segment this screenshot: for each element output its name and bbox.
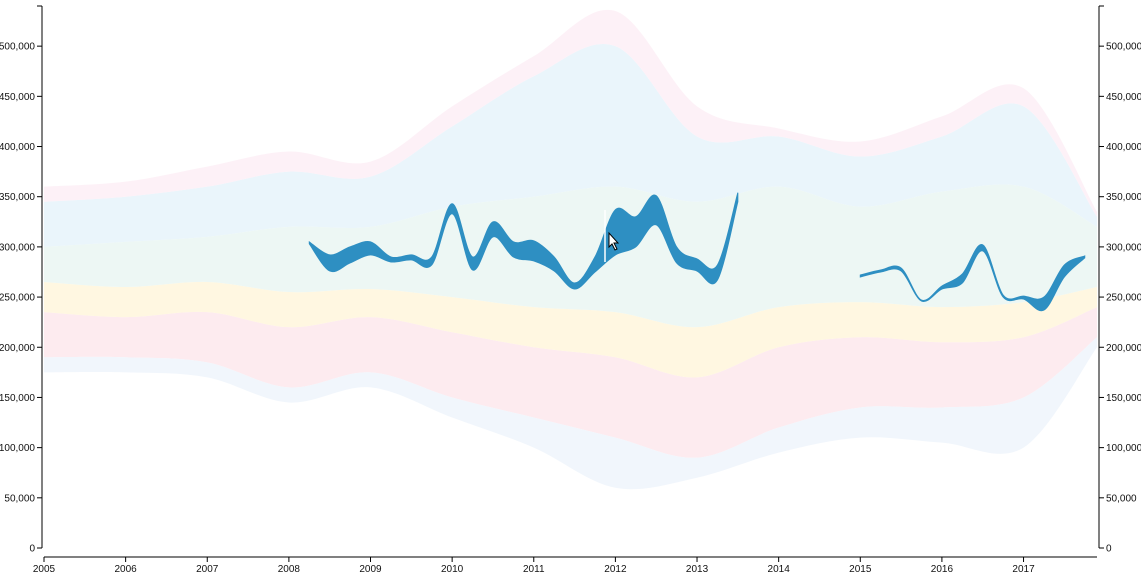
y-tick-label-right-150,000: 150,000 [1106,393,1141,404]
y-tick-label-left-200,000: 200,000 [0,343,35,354]
y-tick-label-right-300,000: 300,000 [1106,242,1141,253]
x-tick-label-2011: 2011 [523,564,545,575]
background-layer-4 [44,184,1097,328]
y-tick-label-right-50,000: 50,000 [1106,493,1137,504]
y-tick-label-right-0: 0 [1106,544,1112,555]
x-tick-label-2013: 2013 [686,564,709,575]
x-tick-label-2012: 2012 [604,564,627,575]
y-tick-label-left-300,000: 300,000 [0,242,35,253]
highlighted-stream-layers[interactable] [308,192,1086,312]
x-tick-label-2008: 2008 [278,564,301,575]
x-tick-label-2006: 2006 [115,564,138,575]
y-tick-label-right-200,000: 200,000 [1106,343,1141,354]
y-axis-left: 0 50,000 100,000 150,000 200,000 250,000 300,0… [0,5,43,555]
y-tick-label-left-100,000: 100,000 [0,443,35,454]
background-layer-2 [44,307,1097,458]
y-axis-right: 0 50,000 100,000 150,000 200,000 250,000 300,0… [1098,5,1141,555]
y-tick-label-left-450,000: 450,000 [0,92,35,103]
x-tick-label-2015: 2015 [849,564,872,575]
highlighted-layer-segment-2[interactable] [859,244,1086,312]
y-tick-label-right-250,000: 250,000 [1106,293,1141,304]
y-tick-label-right-100,000: 100,000 [1106,443,1141,454]
x-tick-label-2017: 2017 [1012,564,1035,575]
y-tick-label-left-500,000: 500,000 [0,42,35,53]
background-layer-3 [44,281,1097,378]
x-tick-label-2009: 2009 [359,564,382,575]
x-tick-label-2007: 2007 [196,564,219,575]
x-tick-label-2005: 2005 [33,564,56,575]
x-tick-label-2010: 2010 [441,564,464,575]
background-stream-layers [44,9,1097,490]
y-tick-label-right-450,000: 450,000 [1106,92,1141,103]
x-tick-label-2016: 2016 [931,564,954,575]
y-tick-label-left-50,000: 50,000 [4,493,35,504]
y-tick-label-right-350,000: 350,000 [1106,192,1141,203]
y-tick-label-left-350,000: 350,000 [0,192,35,203]
background-layer-5 [44,9,1097,217]
background-layer-1 [44,43,1097,247]
highlighted-layer-segment-1[interactable] [308,192,739,290]
background-layer-6 [44,337,1097,490]
y-tick-label-right-400,000: 400,000 [1106,142,1141,153]
x-tick-label-2014: 2014 [768,564,791,575]
x-axis: 2005 2006 2007 2008 2009 2010 2011 2012 2013 2014… [33,556,1097,575]
y-tick-label-left-400,000: 400,000 [0,142,35,153]
mouse-cursor-icon [608,231,620,251]
y-tick-label-left-150,000: 150,000 [0,393,35,404]
y-tick-label-left-0: 0 [29,544,35,555]
y-tick-label-left-250,000: 250,000 [0,293,35,304]
y-tick-label-right-500,000: 500,000 [1106,42,1141,53]
